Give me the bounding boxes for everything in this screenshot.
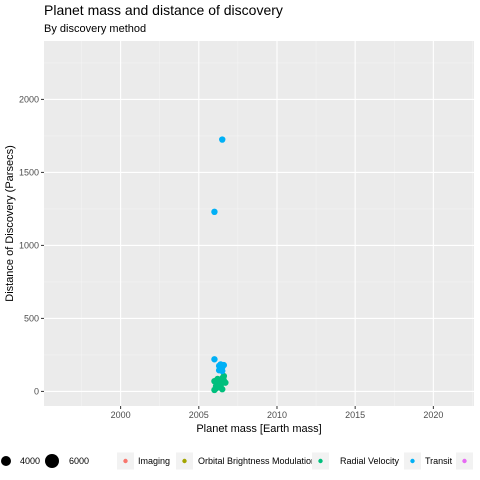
data-point bbox=[219, 136, 226, 143]
legend-label: Transit bbox=[425, 456, 453, 466]
axis-ticks: 2000 2005 2010 2015 2020 0 500 1000 1500 2000 bbox=[19, 94, 443, 420]
data-point bbox=[211, 208, 218, 216]
legend-swatch bbox=[182, 458, 187, 464]
legend-label: Radial Velocity bbox=[340, 456, 400, 466]
size-legend-label: 4000 bbox=[20, 456, 40, 466]
x-tick-label: 2010 bbox=[267, 410, 287, 420]
legend-swatch bbox=[462, 458, 467, 464]
y-tick-label: 0 bbox=[34, 386, 39, 396]
legend-swatch bbox=[318, 458, 323, 464]
size-legend-label: 6000 bbox=[69, 456, 89, 466]
data-point bbox=[219, 367, 226, 375]
plot-panel bbox=[44, 41, 474, 406]
y-axis-title: Distance of Discovery (Parsecs) bbox=[4, 145, 16, 302]
data-point bbox=[211, 356, 218, 363]
y-tick-label: 1000 bbox=[19, 240, 39, 250]
y-tick-label: 2000 bbox=[19, 94, 39, 104]
chart-title: Planet mass and distance of discovery bbox=[44, 2, 283, 18]
y-tick-label: 500 bbox=[24, 313, 39, 323]
data-point bbox=[220, 361, 228, 369]
size-legend-dot bbox=[45, 454, 59, 468]
data-point bbox=[219, 375, 226, 382]
legend-swatch bbox=[123, 458, 128, 464]
legend-swatch bbox=[410, 458, 415, 464]
chart-subtitle: By discovery method bbox=[44, 23, 146, 35]
legend-label: Orbital Brightness Modulation bbox=[198, 456, 316, 466]
size-legend-dot bbox=[1, 456, 11, 466]
x-axis-title: Planet mass [Earth mass] bbox=[196, 423, 321, 435]
grid-lines bbox=[44, 41, 474, 406]
x-tick-label: 2000 bbox=[111, 410, 131, 420]
y-tick-label: 1500 bbox=[19, 167, 39, 177]
legend-label: Imaging bbox=[138, 456, 170, 466]
x-tick-label: 2015 bbox=[345, 410, 365, 420]
x-tick-label: 2005 bbox=[189, 410, 209, 420]
data-points bbox=[211, 136, 229, 394]
legend: 4000 6000 Imaging Orbital Brightness Modula… bbox=[1, 452, 473, 470]
x-tick-label: 2020 bbox=[423, 410, 443, 420]
data-point bbox=[212, 383, 220, 390]
